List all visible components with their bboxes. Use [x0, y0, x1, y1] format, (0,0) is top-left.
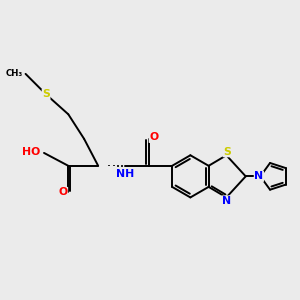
- Text: S: S: [42, 89, 50, 99]
- Text: NH: NH: [116, 169, 134, 179]
- Text: HO: HO: [22, 147, 40, 157]
- Text: N: N: [254, 171, 263, 181]
- Text: S: S: [223, 147, 231, 157]
- Text: O: O: [149, 132, 158, 142]
- Text: CH₃: CH₃: [6, 69, 23, 78]
- Text: N: N: [222, 196, 231, 206]
- Text: O: O: [58, 188, 68, 197]
